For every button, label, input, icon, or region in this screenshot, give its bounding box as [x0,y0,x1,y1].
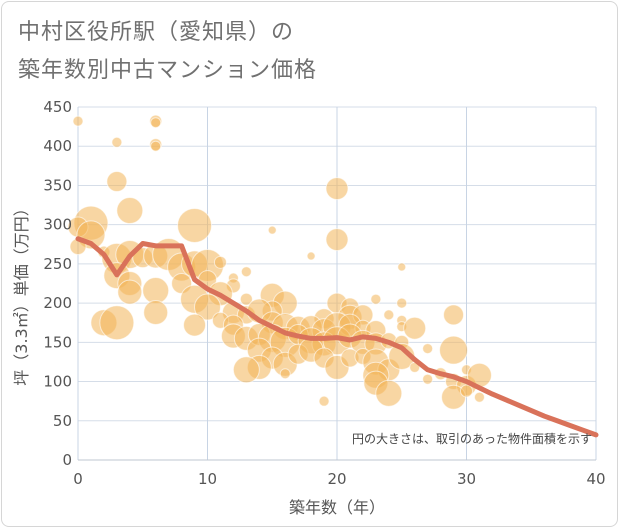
bubble-point-12 [267,225,277,235]
bubble-point-39 [239,292,253,306]
bubble-point-26 [397,262,407,272]
bubble-point-45 [370,293,382,305]
bubble-point-30 [142,277,170,305]
axes: 0 50 100 150 200 250 300 350 400 450 0 10 20 30 40 [43,98,605,488]
y-tick-label-150: 150 [43,333,72,351]
y-tick-label-100: 100 [43,373,72,391]
bubble-point-0 [72,115,84,127]
bubble-point-114 [473,391,485,403]
bubble-point-117 [460,384,473,398]
y-tick-label-350: 350 [43,176,72,194]
bubble-point-73 [403,316,427,340]
trend-line-group [75,236,599,438]
x-tick-label-10: 10 [198,470,217,488]
y-tick-label-250: 250 [43,255,72,273]
y-tick-label-400: 400 [43,137,72,155]
bubble-point-105 [279,368,291,380]
y-tick-label-200: 200 [43,294,72,312]
y-tick-label-300: 300 [43,216,72,234]
bubble-point-14 [325,228,349,252]
bubble-point-48 [143,300,169,326]
bubble-point-57 [443,304,465,326]
chart-title-line-1: 中村区役所駅（愛知県）の [18,20,295,45]
y-tick-label-50: 50 [53,412,72,430]
bubble-point-47 [306,251,316,261]
bubble-series [67,114,492,410]
x-tick-label-20: 20 [327,470,346,488]
bubble-point-115 [375,379,403,407]
y-axis-title: 坪（3.3㎡）単価（万円） [12,200,31,385]
bubble-point-55 [383,309,395,321]
bubble-point-59 [99,305,135,341]
bubble-point-104 [232,356,260,384]
bubble-point-29 [117,279,143,305]
bubble-point-88 [422,343,434,355]
bubble-point-1 [111,136,123,148]
bubble-point-34 [240,266,252,278]
chart-title-line-2: 築年数別中古マンション価格 [18,58,318,83]
average-trend-line [75,236,599,438]
bubble-point-8 [116,197,144,225]
bubble-point-3 [150,117,162,129]
bubble-point-5 [150,140,162,152]
x-tick-label-0: 0 [73,470,83,488]
bubble-point-6 [106,171,128,193]
bubble-point-38 [194,293,221,321]
bubble-point-25 [213,255,227,269]
bubble-point-108 [422,373,434,385]
bubble-point-11 [177,207,213,243]
bubble-point-7 [325,177,349,201]
x-axis-title: 築年数（年） [289,498,385,517]
x-tick-label-40: 40 [586,470,605,488]
x-tick-label-30: 30 [457,470,476,488]
y-tick-label-0: 0 [62,451,72,469]
bubble-point-118 [318,395,330,407]
bubble-point-89 [439,335,469,365]
bubble-point-60 [183,313,207,337]
y-tick-label-450: 450 [43,98,72,116]
bubble-size-note: 円の大きさは、取引のあった物件面積を示す [352,431,592,446]
bubble-point-46 [396,297,408,309]
